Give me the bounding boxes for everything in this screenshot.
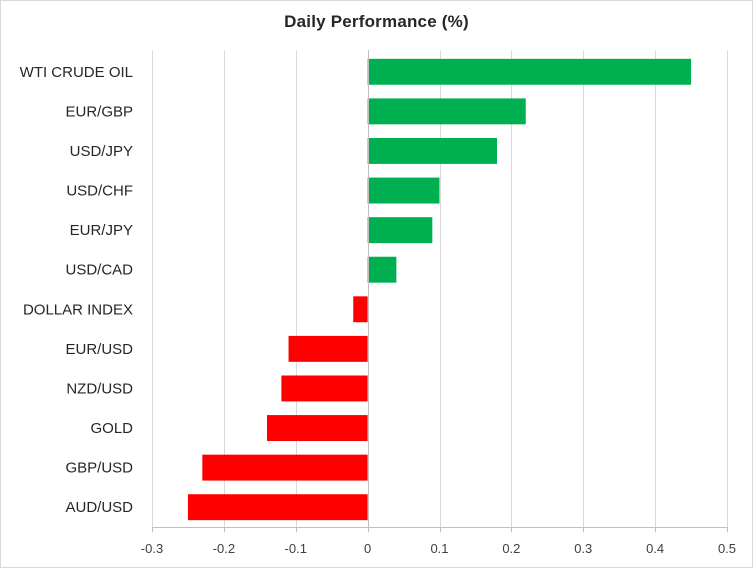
bar-dollar-index xyxy=(353,296,368,323)
tick-label-0-2: -0.2 xyxy=(213,541,235,556)
category-label-usd-cad: USD/CAD xyxy=(65,262,133,279)
bar-gold xyxy=(267,415,368,442)
tick-label-0-1: 0.1 xyxy=(430,541,448,556)
bar-eur-jpy xyxy=(367,217,433,244)
gridlines xyxy=(152,50,728,527)
bar-wti-crude-oil xyxy=(367,58,692,85)
bar-usd-cad xyxy=(367,256,397,283)
bars xyxy=(187,58,692,521)
chart-title: Daily Performance (%) xyxy=(284,12,469,31)
bar-gbp-usd xyxy=(202,454,368,481)
tick-label-0-3: 0.3 xyxy=(574,541,592,556)
category-label-usd-jpy: USD/JPY xyxy=(70,143,133,160)
tick-label-0-4: 0.4 xyxy=(646,541,664,556)
category-label-gbp-usd: GBP/USD xyxy=(65,460,133,477)
tick-labels: -0.3 -0.2 -0.1 0 0.1 0.2 0.3 0.4 0.5 xyxy=(141,541,736,556)
category-label-usd-chf: USD/CHF xyxy=(66,183,133,200)
category-label-eur-gbp: EUR/GBP xyxy=(65,103,133,120)
category-label-aud-usd: AUD/USD xyxy=(65,499,133,516)
category-label-eur-usd: EUR/USD xyxy=(65,341,133,358)
tick-label-0: 0 xyxy=(364,541,371,556)
category-label-gold: GOLD xyxy=(90,420,133,437)
tick-label-0-1: -0.1 xyxy=(285,541,307,556)
category-labels: WTI CRUDE OIL EUR/GBP USD/JPY USD/CHF EUR/JP… xyxy=(20,64,134,516)
tick-label-0-3: -0.3 xyxy=(141,541,163,556)
bar-usd-jpy xyxy=(367,137,497,164)
category-label-nzd-usd: NZD/USD xyxy=(66,380,133,397)
x-axis xyxy=(152,50,728,532)
tick-label-0-2: 0.2 xyxy=(502,541,520,556)
category-label-wti-crude-oil: WTI CRUDE OIL xyxy=(20,64,133,81)
bar-aud-usd xyxy=(187,494,368,521)
tick-label-0-5: 0.5 xyxy=(718,541,736,556)
category-label-dollar-index: DOLLAR INDEX xyxy=(23,301,133,318)
bar-eur-gbp xyxy=(367,98,526,125)
bar-nzd-usd xyxy=(281,375,368,402)
bar-eur-usd xyxy=(288,335,368,362)
bar-usd-chf xyxy=(367,177,440,204)
category-label-eur-jpy: EUR/JPY xyxy=(70,222,133,239)
